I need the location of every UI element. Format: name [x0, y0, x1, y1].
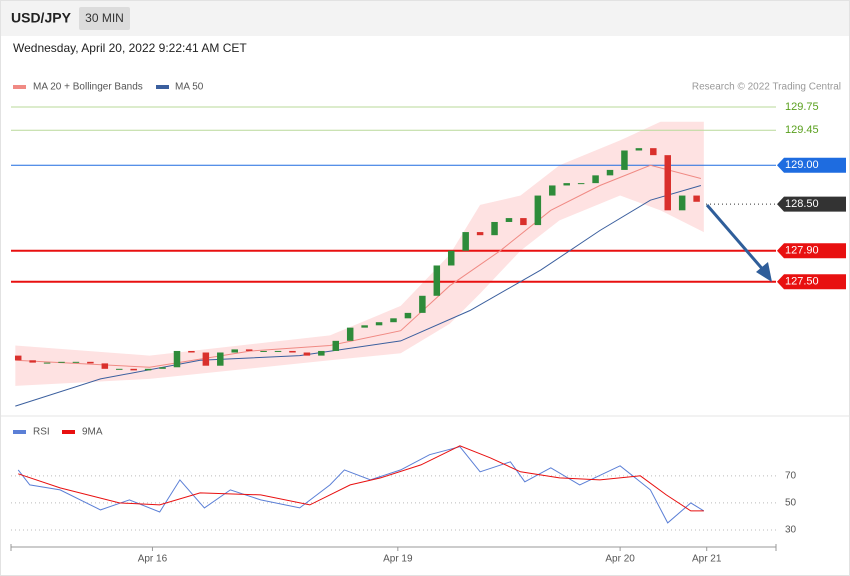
candle	[520, 218, 527, 226]
level-label: 129.75	[785, 101, 819, 113]
candle	[433, 265, 441, 296]
legend-swatch	[13, 430, 26, 434]
candle	[289, 350, 296, 353]
candle	[245, 349, 253, 351]
candle	[693, 195, 700, 202]
ma-line	[15, 164, 702, 368]
candle	[577, 183, 585, 185]
legend-entry: RSI	[33, 427, 50, 438]
interval-badge	[79, 7, 130, 30]
candle	[505, 218, 513, 222]
candle	[173, 350, 181, 368]
candle	[202, 352, 210, 366]
candle	[462, 232, 469, 251]
level-box	[777, 157, 846, 173]
candle	[534, 195, 542, 226]
candle	[390, 318, 397, 323]
candle	[260, 350, 267, 352]
candle	[346, 327, 354, 341]
legend-entry: MA 20 + Bollinger Bands	[33, 82, 143, 93]
candle	[650, 148, 657, 156]
y-tick-label: 30	[785, 525, 797, 536]
level-label: 127.90	[785, 245, 819, 257]
candle	[87, 361, 94, 364]
credit: Research © 2022 Trading Central	[692, 82, 841, 93]
candle	[664, 155, 671, 211]
candle	[318, 350, 325, 356]
level-label: 129.00	[785, 159, 819, 171]
level-label: 129.45	[785, 124, 819, 136]
candle	[621, 150, 628, 170]
candle	[116, 368, 123, 370]
x-tick-label: Apr 21	[692, 554, 722, 565]
candle	[274, 350, 282, 352]
candle	[592, 175, 599, 184]
candle	[58, 361, 65, 363]
candle	[14, 355, 22, 361]
level-box	[777, 243, 846, 259]
legend-entry: MA 50	[175, 82, 204, 93]
candle	[563, 183, 570, 186]
candle	[549, 185, 556, 196]
candle	[130, 368, 137, 371]
bollinger-band	[15, 121, 704, 386]
x-tick-label: Apr 19	[383, 554, 413, 565]
candle	[476, 232, 484, 236]
symbol: USD/JPY	[11, 10, 72, 26]
candle	[144, 368, 152, 371]
candle	[404, 312, 412, 319]
candle	[159, 367, 166, 369]
candle	[361, 325, 368, 328]
level-box	[777, 196, 846, 212]
candle	[188, 350, 195, 353]
candle	[303, 352, 311, 356]
candle	[29, 360, 36, 363]
legend-entry: 9MA	[82, 427, 103, 438]
y-tick-label: 50	[785, 498, 797, 509]
arrow-head	[756, 262, 772, 282]
timestamp: Wednesday, April 20, 2022 9:22:41 AM CET	[13, 41, 247, 55]
candle	[101, 363, 109, 369]
candle	[72, 361, 80, 363]
candle	[231, 349, 238, 353]
candle	[635, 148, 643, 151]
candle	[43, 362, 51, 364]
candle	[606, 169, 614, 176]
y-tick-label: 70	[785, 470, 797, 481]
candle	[332, 340, 340, 351]
candle	[375, 322, 383, 326]
legend-swatch	[62, 430, 75, 434]
level-label: 127.50	[785, 276, 819, 288]
arrow-shaft	[705, 204, 767, 273]
forecast-arrow	[705, 204, 772, 282]
level-box	[777, 274, 846, 290]
candle	[217, 352, 224, 366]
candle	[678, 195, 686, 211]
x-tick-label: Apr 16	[138, 554, 168, 565]
interval: 30 MIN	[85, 11, 124, 25]
candle	[419, 295, 426, 313]
indicator-line	[18, 445, 704, 512]
x-tick-label: Apr 20	[605, 554, 635, 565]
candle	[447, 250, 455, 266]
legend-swatch	[156, 85, 169, 89]
candle	[491, 221, 498, 236]
level-label: 128.50	[785, 198, 819, 210]
header-bar	[1, 1, 849, 36]
legend-swatch	[13, 85, 26, 89]
